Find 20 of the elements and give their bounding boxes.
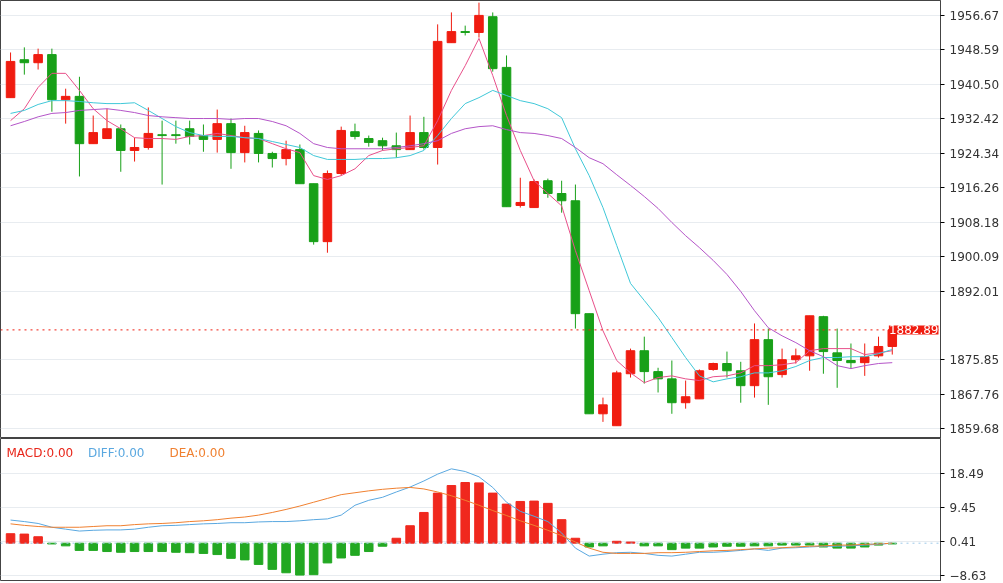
y-tick-label: 1875.85 — [949, 353, 1000, 368]
y-tick-label: 1948.59 — [949, 43, 1000, 58]
y-tick-label: 1924.34 — [949, 146, 1000, 161]
y-tick-label: 1908.18 — [949, 215, 1000, 230]
y-tick-label: 18.49 — [949, 466, 984, 481]
y-tick-label: 1916.26 — [949, 181, 1000, 196]
y-tick-label: 1859.68 — [949, 422, 1000, 437]
y-tick-label: 0.41 — [949, 535, 977, 550]
text: MACD:0.00 — [6, 445, 74, 460]
y-tick-label: 9.45 — [949, 500, 977, 515]
text: DIFF:0.00 — [88, 445, 145, 460]
text: DEA:0.00 — [169, 445, 226, 460]
y-tick-label: 1892.01 — [949, 284, 1000, 299]
y-tick-label: 1940.50 — [949, 77, 1000, 92]
y-tick-label: −8.63 — [949, 569, 987, 583]
y-tick-label: 1956.67 — [949, 9, 1000, 24]
y-tick-label: 1867.76 — [949, 387, 1000, 402]
y-tick-label: 1932.42 — [949, 112, 1000, 127]
ref-line-label: 1882.89 — [888, 323, 939, 338]
y-tick-label: 1900.09 — [949, 250, 1000, 265]
